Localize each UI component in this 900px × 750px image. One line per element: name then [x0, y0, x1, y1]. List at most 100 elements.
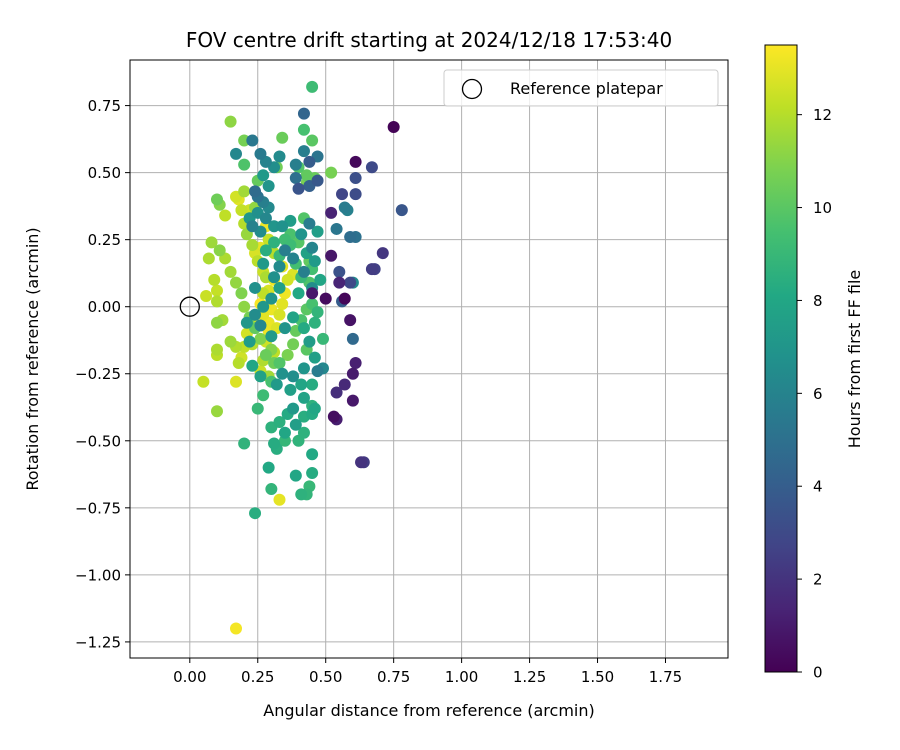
data-point — [344, 276, 357, 289]
data-point — [376, 247, 389, 260]
data-point — [200, 289, 213, 302]
data-point — [319, 292, 332, 305]
data-point — [333, 265, 346, 278]
y-tick-label: 0.75 — [88, 97, 121, 115]
colorbar-frame — [764, 44, 798, 673]
colorbar-ticks: 0 2 4 6 8 10 12 — [797, 106, 832, 682]
data-point — [287, 311, 300, 324]
chart-title: FOV centre drift starting at 2024/12/18 … — [186, 28, 672, 52]
data-point — [303, 155, 316, 168]
data-point — [287, 338, 300, 351]
data-point — [395, 204, 408, 217]
data-point — [295, 378, 308, 391]
data-point — [273, 416, 286, 429]
data-point — [259, 212, 272, 225]
data-point — [197, 375, 210, 388]
data-point — [297, 426, 310, 439]
data-point — [254, 319, 267, 332]
data-point — [230, 375, 243, 388]
data-point — [238, 300, 251, 313]
x-axis-title: Angular distance from reference (arcmin) — [263, 701, 594, 720]
data-point — [365, 161, 378, 174]
data-point — [295, 228, 308, 241]
data-point — [273, 281, 286, 294]
data-point — [273, 308, 286, 321]
data-point — [314, 273, 327, 286]
data-point — [257, 257, 270, 270]
data-point — [281, 348, 294, 361]
data-point — [289, 418, 302, 431]
data-point — [325, 249, 338, 262]
legend-label: Reference platepar — [510, 79, 663, 98]
data-point — [224, 335, 237, 348]
data-point — [238, 158, 251, 171]
x-tick-label: 1.50 — [581, 668, 614, 686]
y-tick-label: 0.50 — [88, 164, 121, 182]
data-point — [262, 461, 275, 474]
data-point — [316, 332, 329, 345]
data-point — [254, 332, 267, 345]
data-point — [306, 80, 319, 93]
data-point — [249, 507, 262, 520]
colorbar-gradient — [765, 45, 797, 672]
data-point — [311, 174, 324, 187]
grid — [130, 60, 728, 658]
data-point — [333, 276, 346, 289]
data-point — [306, 287, 319, 300]
colorbar: 0 2 4 6 8 10 12 Hours from first FF file — [764, 44, 864, 682]
data-point — [306, 448, 319, 461]
data-point — [273, 260, 286, 273]
data-point — [243, 335, 256, 348]
data-point — [306, 378, 319, 391]
data-point — [205, 236, 218, 249]
data-point — [292, 182, 305, 195]
data-point — [349, 357, 362, 370]
data-point — [338, 378, 351, 391]
data-point — [230, 147, 243, 160]
data-point — [297, 265, 310, 278]
x-tick-label: 1.00 — [445, 668, 478, 686]
data-point — [349, 155, 362, 168]
data-point — [278, 322, 291, 335]
data-point — [268, 271, 281, 284]
data-point — [254, 147, 267, 160]
data-point — [246, 359, 259, 372]
data-point — [295, 488, 308, 501]
data-point — [262, 180, 275, 193]
data-point — [235, 204, 248, 217]
data-point — [349, 188, 362, 201]
data-point — [336, 188, 349, 201]
data-point — [265, 483, 278, 496]
legend-reference-marker — [461, 78, 483, 100]
data-point — [338, 292, 351, 305]
data-point — [287, 370, 300, 383]
y-tick-label: −0.50 — [75, 432, 121, 450]
data-point — [303, 335, 316, 348]
plot-frame — [129, 59, 729, 659]
data-point — [325, 206, 338, 219]
data-point — [308, 402, 321, 415]
data-point — [311, 225, 324, 238]
data-point — [387, 121, 400, 134]
data-point — [297, 322, 310, 335]
data-point — [308, 351, 321, 364]
data-point — [327, 410, 340, 423]
data-point — [273, 493, 286, 506]
data-point — [257, 169, 270, 182]
data-point — [355, 456, 368, 469]
data-point — [278, 244, 291, 257]
data-point — [202, 252, 215, 265]
data-point — [238, 185, 251, 198]
data-point — [365, 263, 378, 276]
colorbar-tick-label: 8 — [813, 292, 823, 310]
x-axis-ticks: 0.00 0.25 0.50 0.75 1.00 1.25 1.50 1.75 — [173, 658, 682, 686]
data-point — [276, 298, 289, 311]
data-point — [268, 437, 281, 450]
y-tick-label: −0.75 — [75, 499, 121, 517]
data-point — [246, 134, 259, 147]
colorbar-title: Hours from first FF file — [845, 270, 864, 449]
y-axis-title: Rotation from reference (arcmin) — [23, 227, 42, 490]
data-point — [273, 357, 286, 370]
data-point — [249, 281, 262, 294]
legend: Reference platepar — [443, 69, 719, 107]
